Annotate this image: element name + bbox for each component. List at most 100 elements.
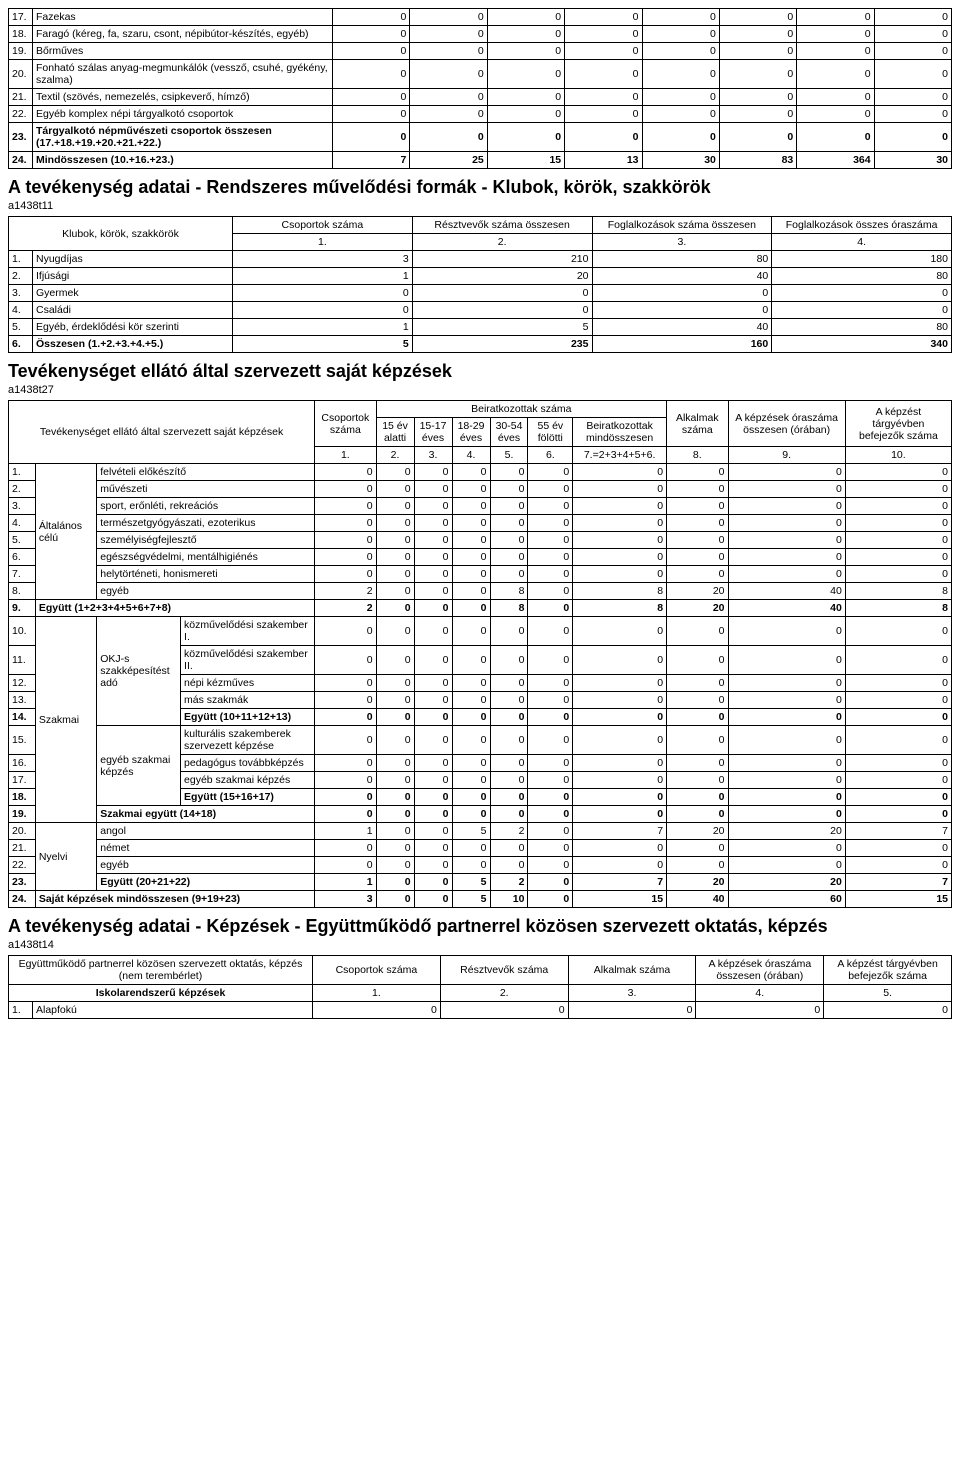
row-num: 17. <box>9 772 36 789</box>
table-row: 24.Mindösszesen (10.+16.+23.)72515133083… <box>9 152 952 169</box>
cell: 0 <box>490 806 528 823</box>
cell: 0 <box>410 60 487 89</box>
table-3: Tevékenységet ellátó által szervezett sa… <box>8 400 952 908</box>
cell: 0 <box>414 515 452 532</box>
cell: 0 <box>642 43 719 60</box>
cell: 0 <box>414 726 452 755</box>
cell: 0 <box>772 285 952 302</box>
cell: 0 <box>728 646 845 675</box>
cell: 0 <box>719 43 796 60</box>
cell: 0 <box>313 1002 441 1019</box>
cell: 0 <box>452 532 490 549</box>
cell: 60 <box>728 891 845 908</box>
t4-n4: 4. <box>696 985 824 1002</box>
cell: 8 <box>845 583 951 600</box>
cell: 0 <box>592 285 772 302</box>
cell: 0 <box>528 583 573 600</box>
cell: 0 <box>376 755 414 772</box>
cell: 0 <box>414 583 452 600</box>
row-label: kulturális szakemberek szervezett képzés… <box>181 726 315 755</box>
t3-s2: 15-17 éves <box>414 418 452 447</box>
row-num: 13. <box>9 692 36 709</box>
cell: 0 <box>376 857 414 874</box>
cell: 0 <box>315 549 376 566</box>
category-cell: OKJ-s szakképesítést adó <box>97 617 181 726</box>
cell: 15 <box>573 891 667 908</box>
cell: 0 <box>414 464 452 481</box>
cell: 210 <box>412 251 592 268</box>
cell: 0 <box>452 840 490 857</box>
cell: 0 <box>414 857 452 874</box>
cell: 0 <box>874 43 951 60</box>
cell: 0 <box>452 481 490 498</box>
cell: 5 <box>412 319 592 336</box>
row-num: 4. <box>9 515 36 532</box>
row-num: 21. <box>9 840 36 857</box>
row-num: 20. <box>9 60 33 89</box>
cell: 0 <box>315 755 376 772</box>
cell: 80 <box>772 319 952 336</box>
cell: 10 <box>490 891 528 908</box>
cell: 0 <box>452 515 490 532</box>
cell: 0 <box>797 123 874 152</box>
t2-h2: Résztvevők száma összesen <box>412 217 592 234</box>
t3-beir: Beiratkozottak száma <box>376 401 667 418</box>
row-num: 18. <box>9 26 33 43</box>
table-row: 18.Faragó (kéreg, fa, szaru, csont, népi… <box>9 26 952 43</box>
cell: 0 <box>573 675 667 692</box>
row-num: 23. <box>9 123 33 152</box>
cell: 0 <box>667 857 728 874</box>
cell: 160 <box>592 336 772 353</box>
cell: 0 <box>845 498 951 515</box>
category-cell: Szakmai <box>35 617 96 823</box>
cell: 0 <box>573 532 667 549</box>
cell: 0 <box>874 26 951 43</box>
col-num: 8. <box>667 447 728 464</box>
cell: 0 <box>452 772 490 789</box>
t3-csop: Csoportok száma <box>315 401 376 447</box>
cell: 0 <box>487 106 564 123</box>
t4-h4: A képzések óraszáma összesen (órában) <box>696 956 824 985</box>
cell: 0 <box>573 646 667 675</box>
row-num: 19. <box>9 806 36 823</box>
cell: 20 <box>412 268 592 285</box>
cell: 0 <box>845 646 951 675</box>
table-row: 2.művészeti0000000000 <box>9 481 952 498</box>
cell: 0 <box>452 692 490 709</box>
category-cell: Nyelvi <box>35 823 96 891</box>
t4-n1: 1. <box>313 985 441 1002</box>
cell: 20 <box>667 874 728 891</box>
table-row: 22.egyéb0000000000 <box>9 857 952 874</box>
cell: 1 <box>233 268 413 285</box>
table-row: 4.Családi0000 <box>9 302 952 319</box>
cell: 0 <box>376 772 414 789</box>
cell: 3 <box>315 891 376 908</box>
cell: 0 <box>490 566 528 583</box>
cell: 0 <box>410 9 487 26</box>
cell: 0 <box>573 515 667 532</box>
cell: 0 <box>667 498 728 515</box>
cell: 0 <box>667 840 728 857</box>
row-label: angol <box>97 823 315 840</box>
cell: 0 <box>528 857 573 874</box>
cell: 80 <box>592 251 772 268</box>
row-num: 15. <box>9 726 36 755</box>
cell: 0 <box>452 857 490 874</box>
cell: 0 <box>573 806 667 823</box>
cell: 0 <box>874 123 951 152</box>
cell: 20 <box>667 823 728 840</box>
cell: 0 <box>667 532 728 549</box>
cell: 0 <box>719 89 796 106</box>
cell: 7 <box>845 874 951 891</box>
cell: 0 <box>573 726 667 755</box>
cell: 0 <box>376 891 414 908</box>
cell: 0 <box>315 617 376 646</box>
cell: 3 <box>233 251 413 268</box>
cell: 2 <box>490 823 528 840</box>
cell: 0 <box>487 89 564 106</box>
table-row: 19.Bőrműves00000000 <box>9 43 952 60</box>
cell: 0 <box>528 806 573 823</box>
t2-corner: Klubok, körök, szakkörök <box>9 217 233 251</box>
cell: 0 <box>452 566 490 583</box>
cell: 0 <box>728 532 845 549</box>
